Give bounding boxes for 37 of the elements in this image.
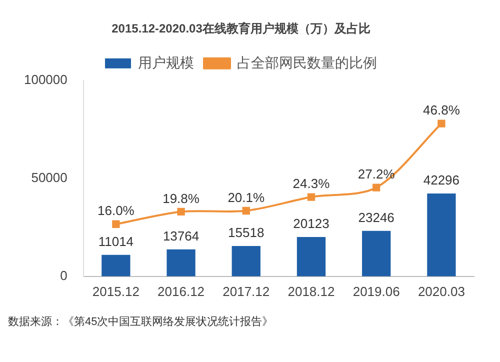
x-tick-label: 2018.12: [288, 284, 335, 299]
bar: [232, 246, 260, 276]
point: [438, 120, 446, 128]
data-label: 20123: [293, 216, 330, 232]
point: [372, 184, 380, 192]
point: [177, 208, 185, 216]
source-note: 数据来源：《第45次中国互联网络发展状况统计报告》: [8, 314, 274, 329]
bar: [362, 230, 391, 276]
data-label: 13764: [162, 228, 200, 244]
data-label: 24.3%: [292, 176, 330, 192]
data-label: 16.0%: [97, 203, 135, 218]
bar: [427, 194, 456, 276]
data-label: 46.8%: [423, 102, 460, 118]
x-tick-label: 2020.03: [418, 284, 465, 299]
bar: [296, 236, 326, 276]
x-tick-label: 2016.12: [158, 284, 205, 299]
bar: [102, 254, 130, 276]
bar: [166, 249, 196, 276]
y-tick-label: 100000: [24, 72, 68, 87]
data-label: 42296: [423, 172, 460, 188]
data-label: 15518: [228, 225, 264, 240]
data-label: 19.8%: [162, 190, 200, 206]
data-label: 11014: [98, 234, 134, 249]
data-label: 20.1%: [228, 190, 266, 205]
x-tick-label: 2019.06: [352, 284, 400, 299]
y-tick-label: 0: [60, 268, 68, 283]
data-label: 23246: [358, 210, 394, 225]
legend-label: 占全部网民数量的比例: [237, 54, 377, 70]
point: [307, 193, 316, 201]
legend-label: 用户规模: [138, 54, 194, 70]
point: [242, 206, 250, 215]
x-tick-label: 2017.12: [222, 284, 270, 299]
point: [112, 220, 120, 228]
x-tick-label: 2015.12: [92, 284, 140, 299]
chart-title: 2015.12-2020.03在线教育用户规模（万）及占比: [112, 22, 370, 36]
y-tick-label: 50000: [31, 170, 68, 185]
data-label: 27.2%: [358, 166, 396, 182]
